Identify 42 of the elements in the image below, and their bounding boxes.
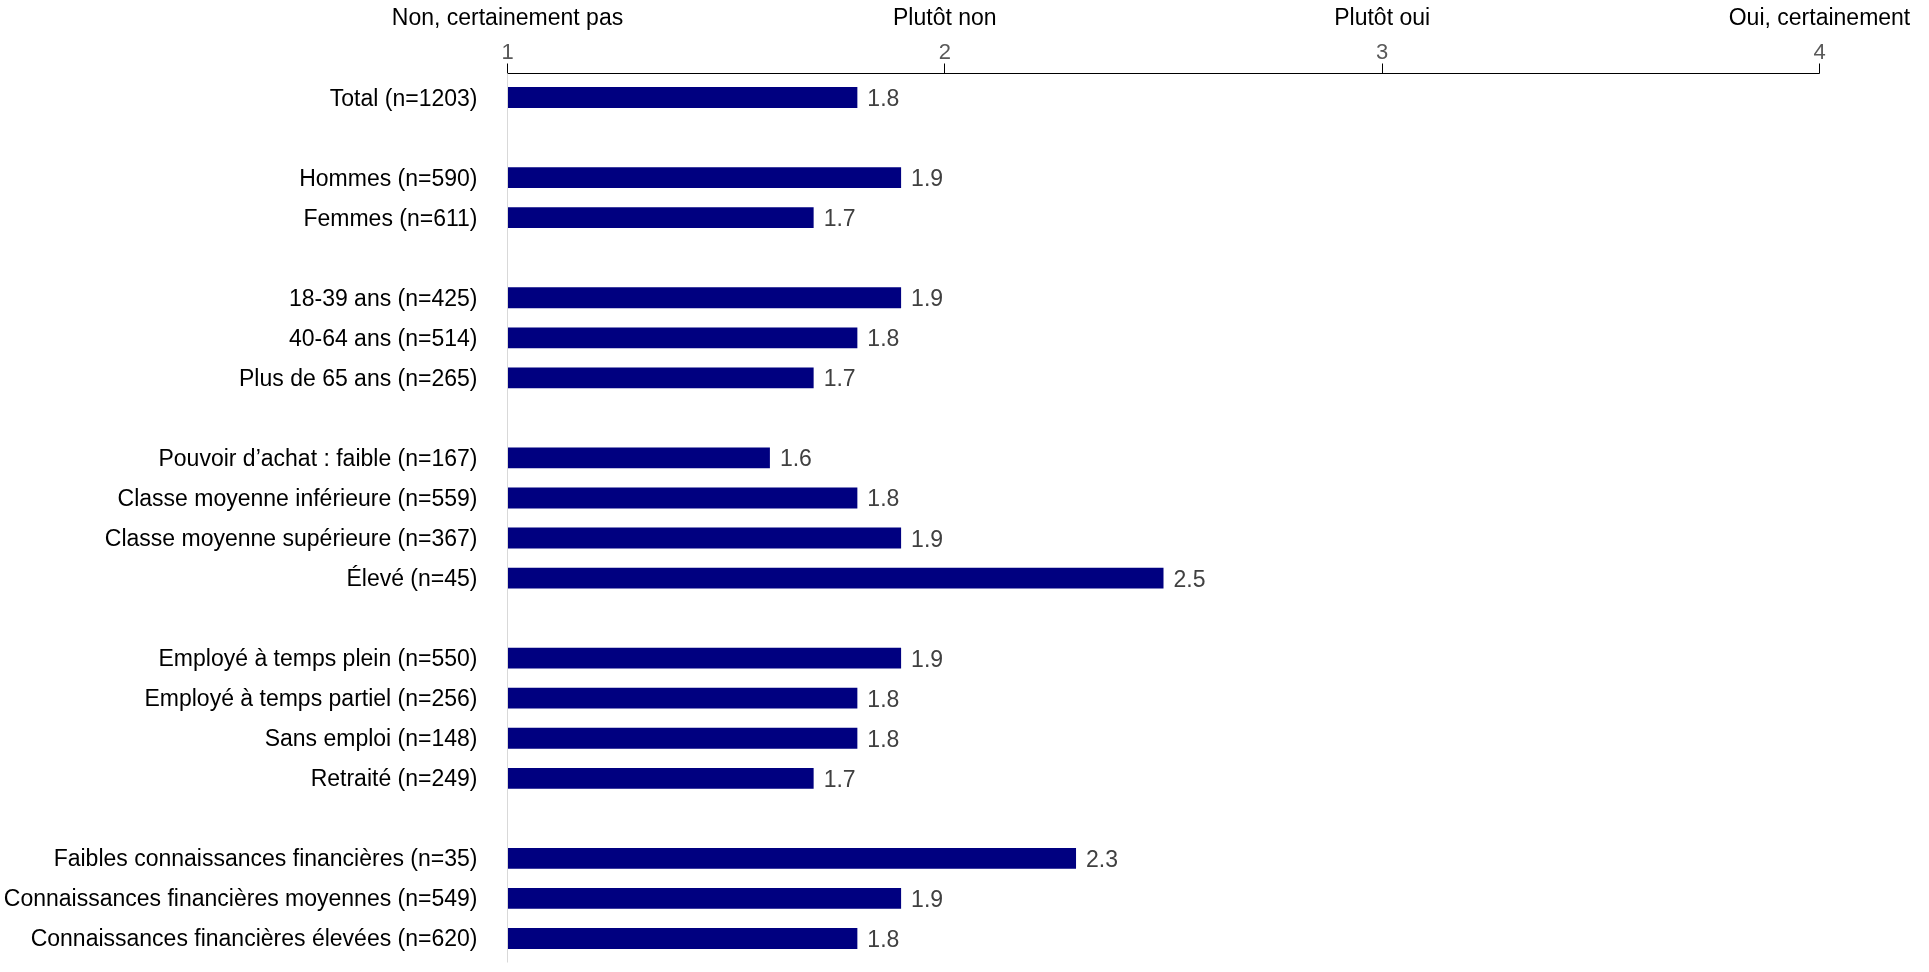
data-label: 1.9 — [911, 165, 944, 192]
y-tick-label: Employé à temps plein (n=550) — [158, 645, 478, 672]
y-tick-label: Classe moyenne inférieure (n=559) — [117, 484, 478, 511]
data-label: 1.8 — [867, 925, 900, 952]
data-label: 1.9 — [911, 285, 944, 312]
y-tick-label: Connaissances financières moyennes (n=549) — [3, 885, 478, 912]
data-label: 1.7 — [823, 765, 856, 792]
y-tick-label: Connaissances financières élevées (n=620) — [30, 925, 478, 952]
y-tick-label: Classe moyenne supérieure (n=367) — [104, 525, 478, 552]
y-tick-label: Élevé (n=45) — [346, 565, 478, 592]
data-label: 2.5 — [1173, 565, 1206, 592]
x-tick-label: 3 — [1376, 38, 1389, 64]
data-label: 1.7 — [823, 365, 856, 392]
y-tick-label: Faibles connaissances financières (n=35) — [53, 845, 478, 872]
data-label: 1.8 — [867, 725, 900, 752]
text: Plutôt non — [893, 3, 997, 30]
x-tick-label: 2 — [938, 38, 951, 64]
y-tick-label: Hommes (n=590) — [299, 164, 478, 191]
y-tick-label: 18-39 ans (n=425) — [288, 284, 478, 311]
data-label: 1.8 — [867, 325, 900, 352]
x-tick-label: 4 — [1813, 38, 1826, 64]
y-tick-label: Employé à temps partiel (n=256) — [144, 685, 478, 712]
y-tick-label: Sans emploi (n=148) — [264, 725, 478, 752]
data-label: 1.9 — [911, 885, 944, 912]
y-tick-label: Plus de 65 ans (n=265) — [239, 364, 478, 391]
data-label: 1.9 — [911, 645, 944, 672]
text: Oui, certainement — [1728, 3, 1911, 30]
data-label: 2.3 — [1086, 845, 1119, 872]
data-label: 1.8 — [867, 85, 900, 112]
y-tick-label: Total (n=1203) — [329, 84, 478, 111]
x-tick-label: 1 — [501, 38, 514, 64]
text: Non, certainement pas — [391, 3, 624, 30]
data-label: 1.6 — [779, 445, 812, 472]
data-label: 1.8 — [867, 685, 900, 712]
y-tick-label: Retraité (n=249) — [310, 765, 478, 792]
data-label: 1.7 — [823, 205, 856, 232]
y-tick-label: Femmes (n=611) — [303, 204, 478, 231]
data-label: 1.9 — [911, 525, 944, 552]
y-tick-label: 40-64 ans (n=514) — [288, 324, 478, 351]
y-tick-label: Pouvoir d’achat : faible (n=167) — [158, 444, 478, 471]
data-label: 1.8 — [867, 485, 900, 512]
text: Plutôt oui — [1334, 3, 1431, 30]
